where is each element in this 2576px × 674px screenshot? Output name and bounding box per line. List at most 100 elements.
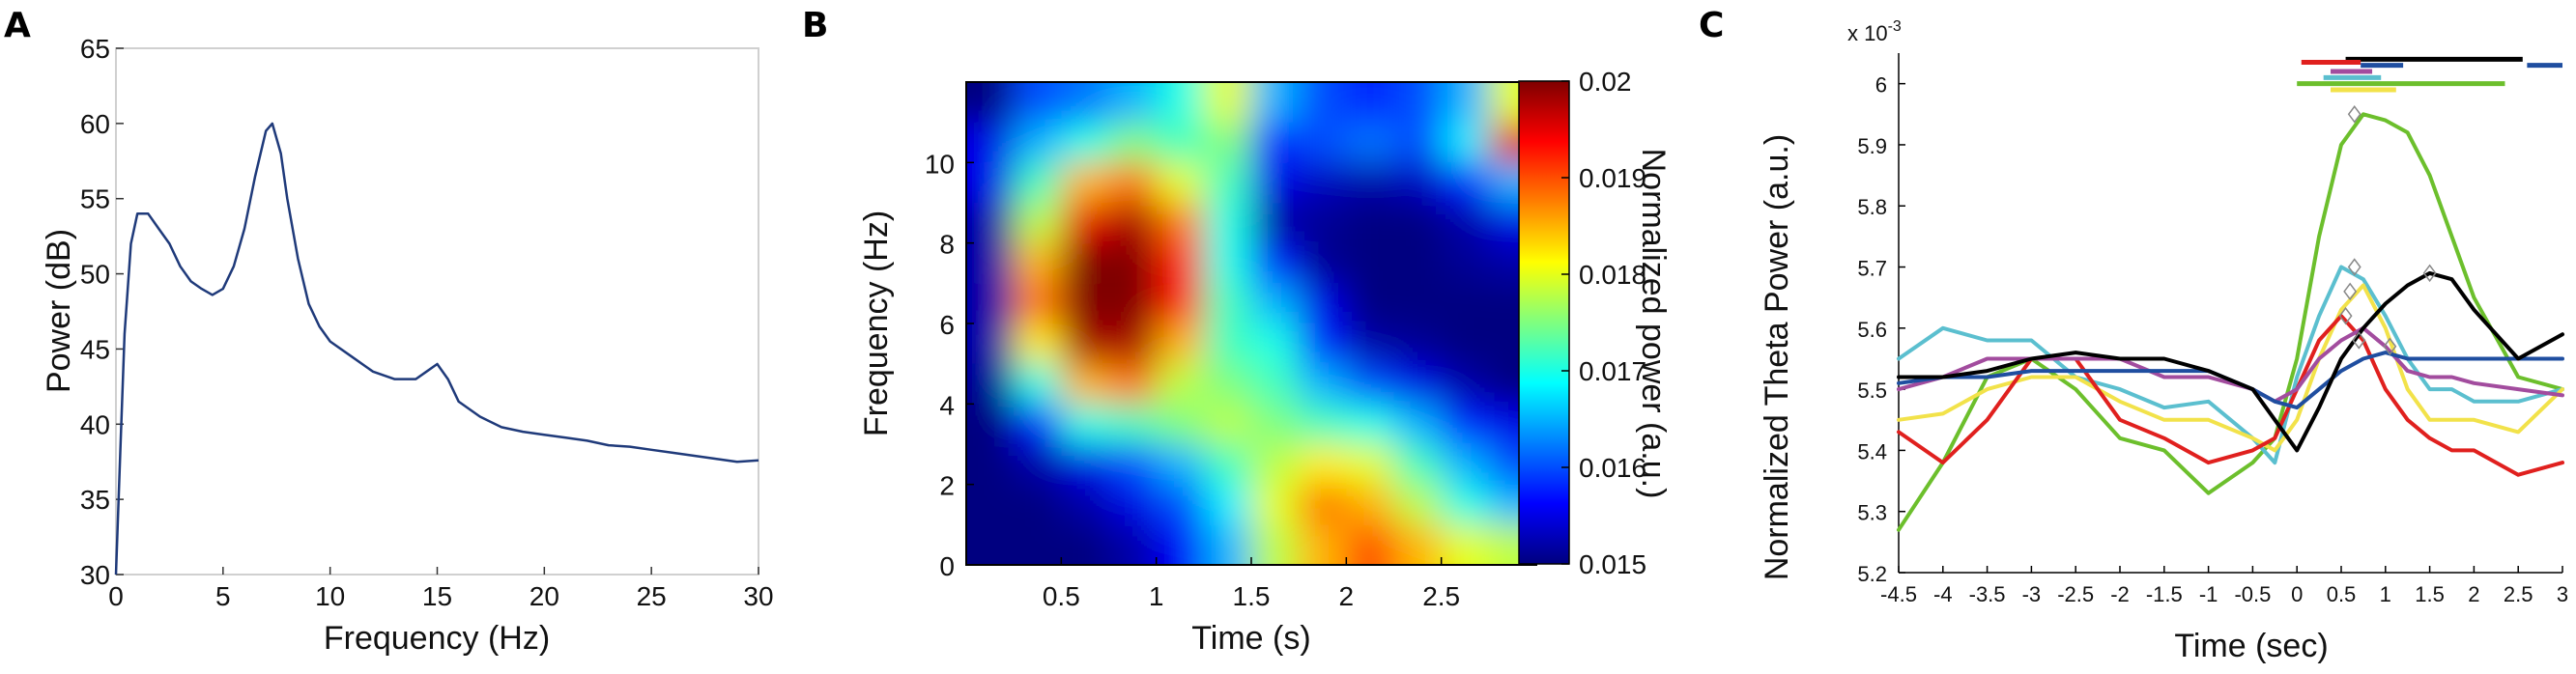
- panel-c-ytick-label: 5.2: [1857, 562, 1887, 586]
- heatmap-cell: [1061, 524, 1110, 565]
- panel-c-series-line-7: [1897, 270, 2564, 453]
- heatmap-cell: [1061, 203, 1110, 244]
- heatmap-cell: [1061, 323, 1110, 365]
- heatmap-cell: [1156, 404, 1205, 445]
- heatmap-cell: [1346, 323, 1395, 365]
- heatmap-cell: [1061, 363, 1110, 406]
- heatmap-cell: [1393, 162, 1443, 204]
- heatmap-cell: [1441, 122, 1490, 164]
- peak-marker: [2352, 331, 2366, 350]
- heatmap-cell: [1108, 162, 1158, 204]
- heatmap-cell: [966, 283, 1016, 324]
- panel-a-ytick-label: 35: [80, 485, 110, 515]
- panel-b-ytick-label: 8: [939, 230, 955, 260]
- heatmap-cell: [1156, 363, 1205, 406]
- heatmap-cell: [1108, 203, 1158, 244]
- heatmap-cell: [1393, 242, 1443, 285]
- heatmap-cell: [1441, 162, 1490, 204]
- peak-marker: [2347, 258, 2361, 276]
- heatmap-cell: [1108, 444, 1158, 486]
- panel-b-ylabel: Frequency (Hz): [858, 211, 895, 436]
- panel-a-axes: 0 5 10 15 20 25 30 30 35 40 45 50 55 60 65: [80, 34, 774, 611]
- heatmap-cell: [1251, 363, 1301, 406]
- colorbar-tick-label: 0.016: [1579, 453, 1646, 483]
- heatmap-cell: [1014, 162, 1063, 204]
- panel-a-ytick-label: 50: [80, 260, 110, 290]
- heatmap-cell: [1108, 283, 1158, 324]
- heatmap-cell: [1014, 203, 1063, 244]
- panel-a-ytick-label: 65: [80, 34, 110, 64]
- panel-b-ytick-label: 2: [939, 471, 955, 501]
- heatmap-cell: [1251, 82, 1301, 124]
- heatmap-cell: [1014, 444, 1063, 486]
- heatmap-cell: [1346, 524, 1395, 565]
- panel-c-ytick-label: 5.7: [1857, 257, 1887, 281]
- colorbar-tick-label: 0.018: [1579, 260, 1646, 290]
- panel-c-xtick-label: -3: [2022, 582, 2042, 606]
- colorbar-ticks: 0.015 0.016 0.017 0.018 0.019 0.02: [1561, 67, 1646, 579]
- panel-b-ytick-label: 4: [939, 390, 955, 420]
- panel-c-series-line-2: [1897, 265, 2564, 465]
- heatmap-cell: [1346, 444, 1395, 486]
- heatmap-cell: [1156, 444, 1205, 486]
- heatmap-cell: [1251, 444, 1301, 486]
- heatmap-cell: [966, 122, 1016, 164]
- panel-a-ytick-label: 30: [80, 560, 110, 590]
- panel-c-ytick-label: 5.5: [1857, 379, 1887, 403]
- heatmap-cell: [1441, 363, 1490, 406]
- heatmap-cell: [1393, 524, 1443, 565]
- colorbar: 0.015 0.016 0.017 0.018 0.019 0.02: [1518, 67, 1646, 579]
- heatmap-cell: [1441, 484, 1490, 526]
- heatmap-cell: [1108, 524, 1158, 565]
- heatmap-cell: [1299, 162, 1348, 204]
- heatmap-cell: [1441, 203, 1490, 244]
- heatmap-cell: [1393, 484, 1443, 526]
- heatmap-cell: [966, 363, 1016, 406]
- panel-c-series-line-3: [1897, 283, 2564, 453]
- panel-c-xtick-label: -4.5: [1880, 582, 1917, 606]
- heatmap-cell: [1393, 404, 1443, 445]
- heatmap-cell: [1393, 283, 1443, 324]
- panel-a-xtick-label: 0: [108, 581, 124, 611]
- heatmap-cell: [1441, 404, 1490, 445]
- panel-c-peak-markers: [2338, 105, 2437, 356]
- heatmap-cell: [1251, 122, 1301, 164]
- heatmap-cell: [966, 404, 1016, 445]
- heatmap-cell: [966, 444, 1016, 486]
- colorbar-tick-label: 0.015: [1579, 549, 1646, 579]
- panel-c-ytick-label: 5.6: [1857, 318, 1887, 342]
- heatmap-cell: [966, 242, 1016, 285]
- panel-b-xtick-label: 1.5: [1233, 581, 1271, 611]
- heatmap-cell: [1203, 363, 1252, 406]
- heatmap-cell: [1299, 404, 1348, 445]
- panel-a-xtick-label: 15: [422, 581, 452, 611]
- panel-a-xtick-label: 30: [743, 581, 773, 611]
- heatmap-cell: [966, 323, 1016, 365]
- heatmap-cell: [966, 162, 1016, 204]
- heatmap-cell: [1393, 363, 1443, 406]
- panel-a-ytick-label: 60: [80, 109, 110, 139]
- heatmap-area: [966, 82, 1536, 565]
- peak-marker: [2347, 105, 2361, 124]
- heatmap-cell: [1108, 82, 1158, 124]
- heatmap-cell: [1014, 363, 1063, 406]
- panel-b-xtick-label: 2.5: [1422, 581, 1460, 611]
- heatmap-cell: [1014, 404, 1063, 445]
- panel-c-xtick-label: 2: [2468, 582, 2479, 606]
- heatmap-cell: [1156, 484, 1205, 526]
- heatmap-cell: [1203, 323, 1252, 365]
- heatmap-cell: [1251, 524, 1301, 565]
- panel-letter-b: B: [802, 6, 828, 45]
- heatmap-cell: [1014, 323, 1063, 365]
- heatmap-cell: [1156, 323, 1205, 365]
- heatmap-cell: [1156, 82, 1205, 124]
- panel-c-xlabel: Time (sec): [2174, 628, 2328, 664]
- panel-a-xtick-label: 10: [315, 581, 345, 611]
- panel-c-series: [1897, 112, 2564, 532]
- panel-b-ytick-label: 6: [939, 310, 955, 340]
- heatmap-cell: [1251, 242, 1301, 285]
- panel-b-xtick-label: 2: [1339, 581, 1355, 611]
- panel-a-ylabel: Power (dB): [41, 229, 77, 393]
- heatmap-cell: [1251, 203, 1301, 244]
